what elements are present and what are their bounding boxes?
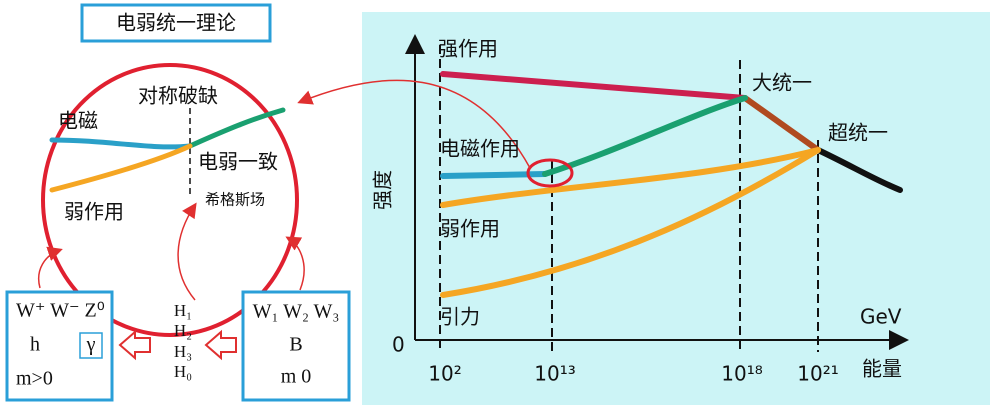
- zoom-circle: [41, 63, 299, 337]
- higgs-text: H₂: [174, 321, 192, 340]
- x-unit: GeV: [860, 305, 902, 329]
- highlight: [526, 158, 574, 188]
- tick: 10¹⁸: [721, 362, 762, 386]
- curves: [440, 71, 903, 298]
- circle-label: 弱作用: [64, 200, 124, 224]
- higgs-text: H₀: [174, 362, 192, 381]
- link-arrow: [297, 79, 531, 169]
- broken-box: [5, 290, 114, 402]
- hollow-arrow: [118, 329, 151, 361]
- tick: 10¹³: [534, 362, 575, 386]
- circle-label: 电磁: [58, 109, 98, 133]
- box-text: γ: [86, 334, 96, 356]
- circle-label: 对称破缺: [138, 84, 218, 108]
- label-strong: 强作用: [438, 37, 498, 61]
- label-grand: 大统一: [752, 71, 812, 95]
- box-text: W₁ W₂ W₃: [253, 301, 340, 323]
- red-arrows: [38, 202, 305, 301]
- x-label: 能量: [862, 357, 902, 381]
- label-gravity: 引力: [440, 305, 480, 329]
- label-super: 超统一: [828, 121, 888, 145]
- box-text: m>0: [16, 368, 53, 390]
- circle-curves: [49, 107, 286, 193]
- higgs-text: H₁: [174, 301, 192, 320]
- label-em: 电磁作用: [440, 137, 520, 161]
- origin: 0: [392, 333, 405, 357]
- higgs-text: H₃: [174, 342, 192, 361]
- box-text: m 0: [281, 366, 312, 388]
- label-weak: 弱作用: [440, 217, 500, 241]
- hollow-arrow: [204, 329, 237, 361]
- box-text: h: [30, 334, 40, 356]
- box-text: W⁺ W⁻ Z⁰: [16, 300, 105, 322]
- unbroken-box: [241, 290, 351, 402]
- title: 电弱统一理论: [116, 11, 236, 35]
- tick: 10²¹: [797, 362, 838, 386]
- title-box: [80, 3, 272, 43]
- circle-label: 希格斯场: [205, 191, 265, 209]
- gamma-box: [79, 332, 103, 359]
- circle-label: 电弱一致: [198, 150, 278, 174]
- box-text: B: [289, 334, 302, 356]
- graph-panel: [362, 12, 990, 405]
- y-label: 强度: [371, 170, 395, 210]
- tick: 10²: [428, 362, 461, 386]
